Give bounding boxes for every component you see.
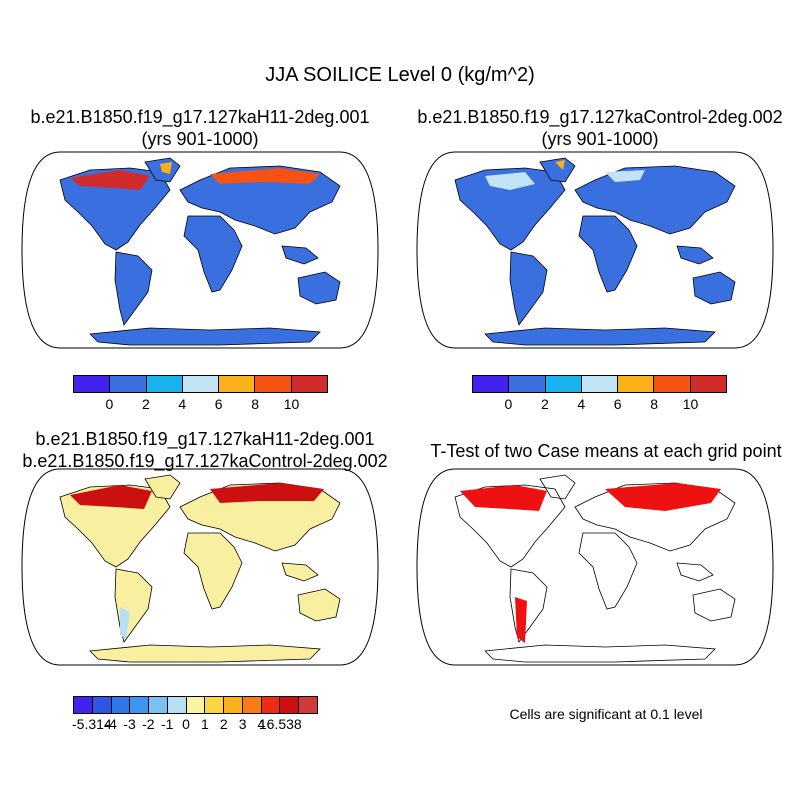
colorbar-top-left [73, 375, 328, 393]
colorbar-swatch [74, 376, 111, 392]
map-bottom-left [21, 468, 379, 666]
colorbar-swatch [690, 376, 726, 392]
colorbar-swatch [618, 376, 655, 392]
colorbar-swatch [509, 376, 546, 392]
colorbar-swatch [299, 697, 317, 713]
colorbar-swatch [149, 697, 168, 713]
colorbar-swatch [280, 697, 300, 713]
panel-title-top-right: b.e21.B1850.f19_g17.127kaControl-2deg.00… [400, 106, 800, 150]
colorbar-swatch [255, 376, 292, 392]
colorbar-swatch [224, 697, 243, 713]
panel-title-bottom-left: b.e21.B1850.f19_g17.127kaH11-2deg.001 b.… [0, 428, 410, 472]
colorbar-tick-label: 0 [182, 716, 190, 732]
colorbar-tick-label: 4 [178, 396, 187, 412]
panel-top-left-years: (yrs 901-1000) [141, 129, 259, 149]
colorbar-swatch [92, 697, 112, 713]
colorbar-swatch [545, 376, 582, 392]
colorbar-tick-label: 10 [682, 396, 699, 412]
colorbar-tick-label: 8 [650, 396, 659, 412]
map-top-left [21, 151, 379, 349]
colorbar-swatch [654, 376, 691, 392]
colorbar-tick-label: 2 [219, 716, 228, 732]
colorbar-swatch [186, 697, 206, 713]
colorbar-swatch [261, 697, 281, 713]
colorbar-tick-label: -3 [123, 716, 136, 732]
colorbar-swatch [242, 697, 262, 713]
panel-bottom-left-case1: b.e21.B1850.f19_g17.127kaH11-2deg.001 [35, 429, 375, 449]
map-top-right [416, 151, 774, 349]
colorbar-swatch [167, 697, 187, 713]
colorbar-swatch [473, 376, 510, 392]
colorbar-swatch [291, 376, 327, 392]
colorbar-swatch [205, 697, 225, 713]
colorbar-tick-label: 2 [540, 396, 549, 412]
panel-top-right-case: b.e21.B1850.f19_g17.127kaControl-2deg.00… [417, 107, 783, 127]
colorbar-top-right [472, 375, 727, 393]
panel-bottom-right-ttest: T-Test of two Case means at each grid po… [430, 441, 782, 461]
colorbar-tick-label: 1 [201, 716, 209, 732]
colorbar-tick-label: 4 [577, 396, 586, 412]
colorbar-swatch [111, 697, 131, 713]
colorbar-tick-label: 3 [238, 716, 247, 732]
colorbar-swatch [130, 697, 150, 713]
colorbar-tick-label: 10 [283, 396, 300, 412]
colorbar-tick-label: -4 [104, 716, 117, 732]
colorbar-tick-label: -5.314 [71, 716, 112, 732]
colorbar-tick-label: 2 [141, 396, 150, 412]
panel-title-bottom-right: T-Test of two Case means at each grid po… [412, 440, 800, 462]
colorbar-swatch [74, 697, 93, 713]
colorbar-tick-label: -1 [160, 716, 174, 732]
colorbar-tick-label: 0 [504, 396, 513, 412]
colorbar-tick-label: 6 [214, 396, 223, 412]
colorbar-swatch [182, 376, 220, 392]
colorbar-swatch [146, 376, 183, 392]
map-bottom-right [416, 468, 774, 666]
colorbar-swatch [219, 376, 256, 392]
panel-title-top-left: b.e21.B1850.f19_g17.127kaH11-2deg.001 (y… [0, 106, 400, 150]
colorbar-tick-label: 16.538 [258, 716, 302, 732]
colorbar-tick-label: 0 [105, 396, 114, 412]
colorbar-swatch [581, 376, 619, 392]
significance-note: Cells are significant at 0.1 level [509, 706, 703, 722]
panel-bottom-left-case2: b.e21.B1850.f19_g17.127kaControl-2deg.00… [22, 451, 388, 471]
panel-top-left-case: b.e21.B1850.f19_g17.127kaH11-2deg.001 [30, 107, 370, 127]
colorbar-swatch [110, 376, 147, 392]
figure-title: JJA SOILICE Level 0 (kg/m^2) [265, 64, 535, 86]
colorbar-tick-label: -2 [142, 716, 155, 732]
colorbar-tick-label: 8 [251, 396, 260, 412]
colorbar-tick-label: 4 [257, 716, 266, 732]
colorbar-bottom-left [73, 696, 318, 714]
panel-top-right-years: (yrs 901-1000) [541, 129, 659, 149]
colorbar-tick-label: 6 [613, 396, 622, 412]
